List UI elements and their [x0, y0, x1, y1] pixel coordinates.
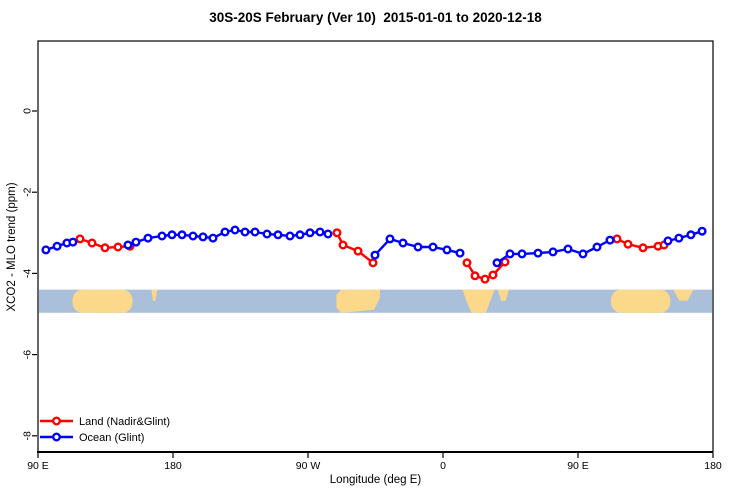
map-land-new-caledonia	[151, 289, 158, 301]
data-point-ocean	[578, 249, 588, 259]
data-point-ocean	[492, 258, 502, 268]
data-point-ocean	[428, 242, 438, 252]
map-land-australia-2	[611, 289, 671, 313]
data-point-ocean	[68, 237, 78, 247]
data-point-ocean	[517, 249, 527, 259]
y-tick-label: -4	[22, 269, 34, 278]
data-point-ocean	[230, 225, 240, 235]
y-tick-label: -8	[22, 431, 34, 440]
legend-label: Ocean (Glint)	[79, 432, 144, 444]
plot-frame	[37, 40, 714, 453]
data-point-ocean	[208, 233, 218, 243]
y-tick-label: -2	[22, 187, 34, 196]
data-point-ocean	[323, 229, 333, 239]
data-point-ocean	[663, 236, 673, 246]
data-point-ocean	[240, 227, 250, 237]
data-point-land	[612, 234, 622, 244]
data-point-land	[368, 258, 378, 268]
chart-title: 30S-20S February (Ver 10) 2015-01-01 to …	[209, 10, 542, 25]
data-point-land	[87, 238, 97, 248]
x-axis-title: Longitude (deg E)	[329, 474, 422, 486]
data-point-ocean	[533, 248, 543, 258]
data-point-ocean	[167, 230, 177, 240]
x-tick-label: 180	[164, 460, 182, 472]
data-point-ocean	[52, 241, 62, 251]
data-point-land	[623, 239, 633, 249]
data-point-ocean	[605, 235, 615, 245]
data-point-ocean	[505, 249, 515, 259]
data-point-land	[480, 274, 490, 284]
map-land-australia	[72, 289, 133, 313]
map-land-new-caledonia-2	[673, 289, 694, 301]
data-point-ocean	[131, 237, 141, 247]
x-tick-label: 90 E	[27, 460, 49, 472]
map-land-madagascar	[497, 289, 509, 301]
data-point-ocean	[563, 244, 573, 254]
x-tick-label: 0	[440, 460, 446, 472]
data-point-ocean	[442, 245, 452, 255]
data-point-ocean	[697, 226, 707, 236]
data-point-ocean	[686, 230, 696, 240]
legend-marker	[52, 432, 62, 442]
data-point-land	[470, 271, 480, 281]
data-point-ocean	[157, 231, 167, 241]
x-tick-label: 90 E	[567, 460, 589, 472]
data-point-ocean	[220, 227, 230, 237]
data-point-ocean	[370, 250, 380, 260]
data-point-ocean	[250, 227, 260, 237]
data-point-land	[353, 246, 363, 256]
data-point-ocean	[455, 248, 465, 258]
data-point-ocean	[592, 242, 602, 252]
data-point-ocean	[123, 240, 133, 250]
data-point-ocean	[413, 242, 423, 252]
data-point-ocean	[198, 232, 208, 242]
data-point-ocean	[262, 229, 272, 239]
data-point-land	[338, 240, 348, 250]
legend-marker	[52, 416, 62, 426]
data-point-ocean	[188, 231, 198, 241]
data-point-ocean	[398, 238, 408, 248]
series-line-land	[335, 232, 374, 264]
data-point-ocean	[385, 234, 395, 244]
data-point-ocean	[143, 233, 153, 243]
data-point-land	[100, 243, 110, 253]
map-land-south-america	[336, 289, 380, 313]
data-point-land	[332, 228, 342, 238]
series-line-ocean	[667, 230, 703, 243]
data-point-land	[75, 234, 85, 244]
data-point-ocean	[177, 230, 187, 240]
map-land-southern-africa	[462, 289, 495, 313]
data-point-ocean	[305, 228, 315, 238]
data-point-ocean	[41, 245, 51, 255]
data-point-land	[488, 270, 498, 280]
data-point-ocean	[315, 227, 325, 237]
data-point-ocean	[295, 230, 305, 240]
data-point-ocean	[548, 247, 558, 257]
x-tick-label: 90 W	[296, 460, 321, 472]
data-point-ocean	[674, 233, 684, 243]
data-point-ocean	[273, 230, 283, 240]
x-tick-label: 180	[704, 460, 722, 472]
y-tick-label: -6	[22, 350, 34, 359]
data-point-land	[462, 258, 472, 268]
data-point-land	[113, 242, 123, 252]
y-tick-label: 0	[22, 108, 34, 114]
data-point-ocean	[285, 231, 295, 241]
data-point-land	[638, 243, 648, 253]
legend-label: Land (Nadir&Glint)	[79, 416, 170, 428]
